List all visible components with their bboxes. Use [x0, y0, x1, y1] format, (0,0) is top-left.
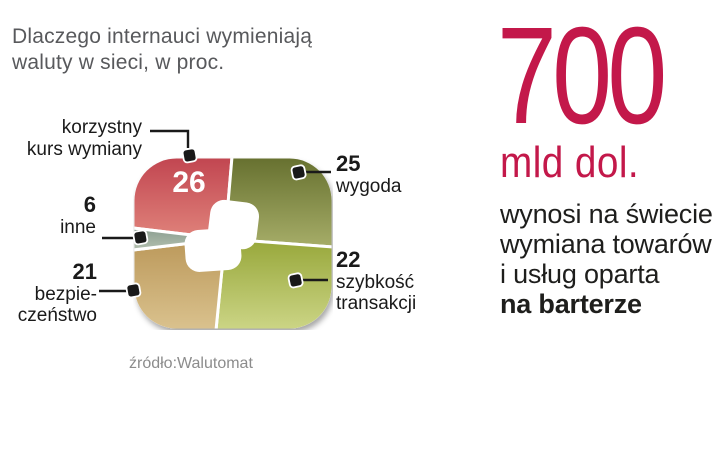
chart-title: Dlaczego internauci wymieniają waluty w … — [12, 25, 313, 74]
callout-szybkosc: 22 szybkość transakcji — [336, 247, 417, 315]
caption-line-1: wynosi na świecie — [500, 199, 713, 229]
callout-korzystny-label: korzystny kurs wymiany — [26, 117, 142, 160]
callout-szybkosc-label: szybkość transakcji — [336, 272, 417, 314]
callout-wygoda: 25 wygoda — [336, 151, 402, 198]
callout-line-korzystny — [150, 129, 190, 148]
caption-line-4: na barterze — [500, 289, 642, 319]
callout-bezpieczenstwo-label: bezpie- czeństwo — [17, 284, 97, 326]
big-number-unit: mld dol. — [500, 138, 640, 187]
donut-hole — [184, 199, 260, 272]
big-number: 700 — [497, 0, 667, 153]
donut-chart — [134, 158, 332, 329]
callout-inne-value: 6 — [83, 192, 96, 217]
callout-wygoda-value: 25 — [336, 151, 361, 176]
callout-inne: 6 inne — [60, 192, 96, 239]
callout-wygoda-label: wygoda — [336, 176, 402, 197]
callout-bezpieczenstwo: 21 bezpie- czeństwo — [17, 259, 97, 327]
big-number-caption: wynosi na świecie wymiana towarów i usłu… — [500, 199, 713, 319]
segment-inne — [134, 226, 227, 252]
callout-inne-label: inne — [60, 217, 96, 238]
caption-line-3: i usług oparta — [500, 259, 660, 289]
callout-korzystny: korzystny kurs wymiany — [27, 117, 142, 161]
segment-value-korzystny: 26 — [172, 166, 206, 199]
caption-line-2: wymiana towarów — [500, 229, 712, 259]
source-credit: źródło:Walutomat — [129, 355, 253, 372]
callout-szybkosc-value: 22 — [336, 247, 361, 272]
callout-bezpieczenstwo-value: 21 — [72, 259, 97, 284]
